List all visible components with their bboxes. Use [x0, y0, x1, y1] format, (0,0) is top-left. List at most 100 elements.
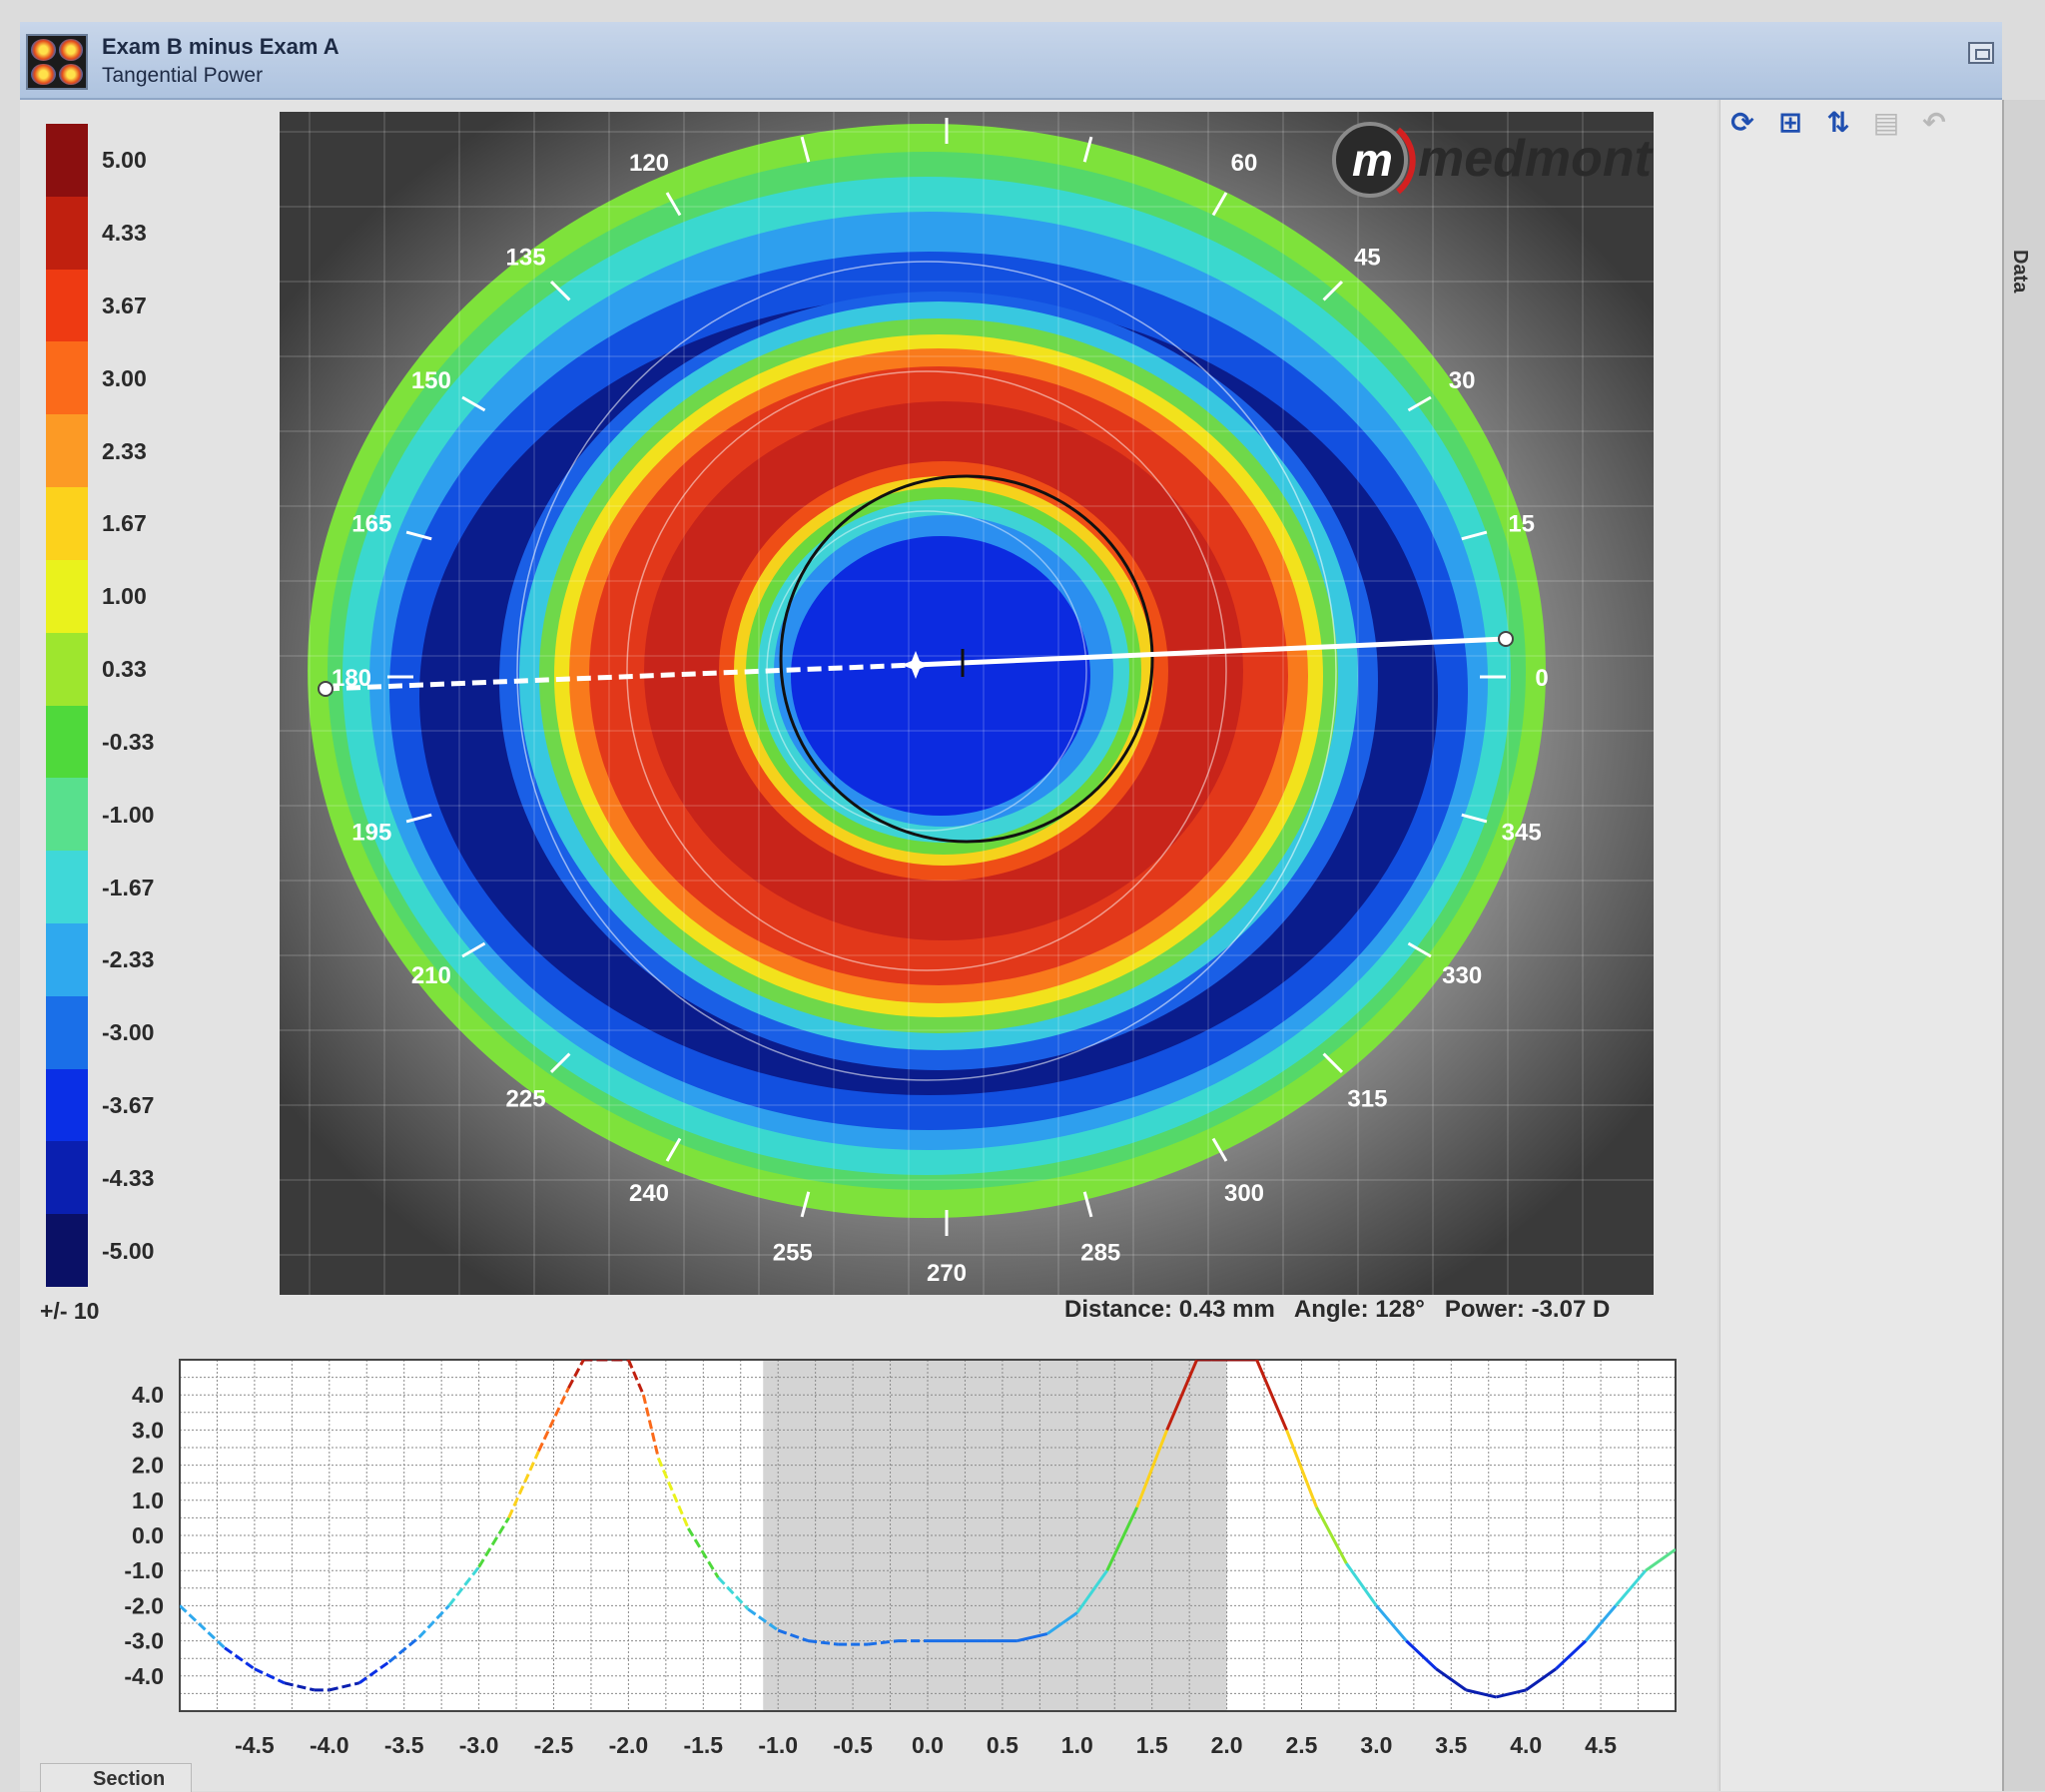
ring-center-blue	[791, 536, 1090, 816]
map-grid	[280, 112, 1654, 1295]
profile-series	[180, 1360, 1676, 1699]
topography-map[interactable]: 0153045607590105120135150165180195210225…	[280, 70, 1655, 1295]
color-scale-bar	[46, 124, 88, 1287]
profile-segment	[477, 1516, 510, 1568]
profile-segment	[180, 1604, 226, 1649]
profile-segment	[1495, 1688, 1527, 1699]
section-handle-right[interactable]	[1498, 631, 1514, 647]
y-tick-label: 3.0	[132, 1417, 164, 1443]
profile-segment	[687, 1527, 720, 1579]
power-label: Power:	[1444, 1296, 1525, 1323]
angle-tick	[1082, 136, 1093, 163]
angle-tick	[1407, 395, 1432, 412]
table-settings-icon[interactable]: ⊞	[1778, 107, 1802, 138]
angle-label: 60	[1231, 150, 1258, 177]
angle-label: 120	[629, 150, 669, 177]
x-tick-label: 2.5	[1286, 1732, 1318, 1758]
section-profile-chart: -4.5 -4.0 -3.5 -3.0 -2.5 -2.0 -1.5 -1.0 -0.5 0.0 0…	[40, 1348, 1698, 1777]
scale-label: -5.00	[102, 1237, 155, 1264]
medmont-logo-mark	[1332, 122, 1408, 198]
profile-segment	[357, 1660, 390, 1685]
window-subtitle: Tangential Power	[102, 64, 264, 87]
x-tick-label: 1.5	[1136, 1732, 1168, 1758]
tab-section[interactable]: Section	[40, 1763, 192, 1792]
profile-segment	[447, 1565, 480, 1607]
topography-map-svg[interactable]: 0153045607590105120135150165180195210225…	[280, 70, 1655, 1295]
angle-label: 30	[1449, 367, 1476, 394]
angle-tick	[1322, 280, 1344, 301]
scale-label: 3.67	[102, 293, 147, 319]
angle-label: 240	[629, 1180, 669, 1207]
scale-swatch	[46, 559, 88, 633]
profile-segment	[1045, 1611, 1078, 1635]
x-tick-label: -3.5	[384, 1732, 424, 1758]
restore-window-button[interactable]	[1968, 42, 1994, 64]
angle-label: 300	[1224, 1180, 1264, 1207]
profile-segment	[1525, 1667, 1558, 1692]
angle-label: 105	[773, 112, 813, 117]
scale-label: -2.33	[102, 946, 155, 973]
profile-segment	[627, 1360, 645, 1396]
angle-tick	[549, 280, 571, 301]
angle-label: 195	[351, 819, 391, 846]
profile-segment	[1584, 1604, 1618, 1642]
profile-segment	[1315, 1506, 1348, 1564]
window-title: Exam B minus Exam A	[102, 34, 340, 59]
profile-segment	[284, 1681, 316, 1692]
x-tick-label: 0.5	[987, 1732, 1019, 1758]
scale-swatch	[46, 196, 88, 270]
x-tick-label: 3.5	[1435, 1732, 1467, 1758]
scale-swatch	[46, 1141, 88, 1215]
x-tick-label: -4.5	[235, 1732, 275, 1758]
x-tick-label: -1.5	[683, 1732, 723, 1758]
angle-label: 150	[411, 367, 451, 394]
angle-label: 210	[411, 962, 451, 989]
section-line-solid[interactable]	[915, 636, 1507, 668]
reference-circle-outer	[516, 261, 1337, 1081]
profile-segment	[1017, 1632, 1048, 1643]
scale-swatch	[46, 851, 88, 923]
data-side-tab[interactable]: Data	[2002, 100, 2045, 1791]
profile-segment	[1435, 1667, 1468, 1692]
section-line-dashed[interactable]	[325, 662, 917, 692]
undo-icon[interactable]: ↶	[1922, 107, 1946, 138]
section-handle-left[interactable]	[318, 681, 334, 697]
profile-segment	[567, 1360, 585, 1389]
angle-label: 255	[773, 1240, 813, 1267]
angle-ticks	[387, 118, 1506, 1236]
y-tick-label: 2.0	[132, 1453, 164, 1479]
scale-swatch	[46, 1068, 88, 1142]
profile-segment	[1465, 1688, 1497, 1699]
scale-label: -1.67	[102, 874, 155, 900]
profile-segment	[224, 1646, 256, 1670]
scale-swatch	[46, 632, 88, 706]
y-tick-label: 0.0	[132, 1522, 164, 1548]
angle-label: 135	[506, 245, 546, 272]
profile-segment	[1645, 1547, 1676, 1572]
scale-label: -4.33	[102, 1164, 155, 1191]
profile-segment	[387, 1635, 420, 1663]
angle-label: 180	[332, 665, 371, 692]
angle-tick	[1461, 813, 1488, 824]
profile-segment	[717, 1576, 750, 1610]
save-icon[interactable]: ▤	[1872, 107, 1900, 138]
refresh-icon[interactable]: ⟳	[1730, 107, 1754, 138]
scale-label: 1.67	[102, 510, 147, 537]
angle-label: 345	[1502, 819, 1542, 846]
angle-label: 225	[506, 1085, 546, 1112]
scale-label: -0.33	[102, 728, 155, 755]
angle-label: 285	[1080, 1240, 1120, 1267]
distance-label: Distance:	[1064, 1296, 1173, 1323]
scale-label: -1.00	[102, 801, 155, 828]
scale-label: 2.33	[102, 437, 147, 464]
profile-segment	[1165, 1360, 1199, 1431]
scale-swatch	[46, 705, 88, 779]
sort-icon[interactable]: ⇅	[1826, 107, 1850, 138]
y-tick-label: -2.0	[124, 1592, 164, 1618]
x-tick-label: 4.5	[1585, 1732, 1617, 1758]
x-tick-label: 3.0	[1360, 1732, 1392, 1758]
x-tick-label: 2.0	[1211, 1732, 1243, 1758]
pupil-outline	[779, 474, 1154, 844]
tab-section-label: Section	[93, 1768, 166, 1790]
angle-tick	[1322, 1052, 1344, 1074]
